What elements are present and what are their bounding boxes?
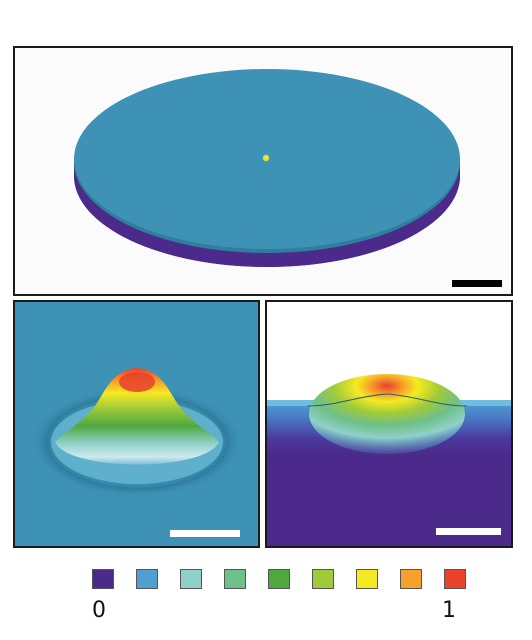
cross-section-panel (265, 300, 513, 548)
legend-swatch-4 (224, 569, 246, 589)
scale-bar-bottom-right (436, 528, 501, 535)
legend-min-label: 0 (92, 598, 106, 623)
interface-line (306, 393, 468, 407)
bump-peak-highlight (119, 372, 155, 392)
bump-body (55, 368, 219, 465)
legend-swatch-3 (180, 569, 202, 589)
hot-region (309, 374, 465, 454)
scale-bar-top (452, 280, 502, 287)
legend-max-label: 1 (442, 598, 456, 623)
legend-swatch-1 (92, 569, 114, 589)
disk-overview-panel (13, 46, 513, 296)
disk-render (74, 69, 460, 267)
legend-swatch-7 (356, 569, 378, 589)
legend-swatch-9 (444, 569, 466, 589)
scale-bar-bottom-left (170, 530, 240, 537)
cross-section-render (267, 374, 511, 546)
legend-swatch-8 (400, 569, 422, 589)
bump-render (31, 368, 243, 497)
center-hotspot-core (264, 156, 268, 160)
legend-swatch-5 (268, 569, 290, 589)
bump-3d-panel (13, 300, 260, 548)
legend-swatch-2 (136, 569, 158, 589)
legend-swatch-6 (312, 569, 334, 589)
